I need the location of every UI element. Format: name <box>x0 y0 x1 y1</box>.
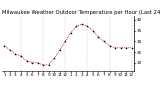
Text: Milwaukee Weather Outdoor Temperature per Hour (Last 24 Hours): Milwaukee Weather Outdoor Temperature pe… <box>2 10 160 15</box>
